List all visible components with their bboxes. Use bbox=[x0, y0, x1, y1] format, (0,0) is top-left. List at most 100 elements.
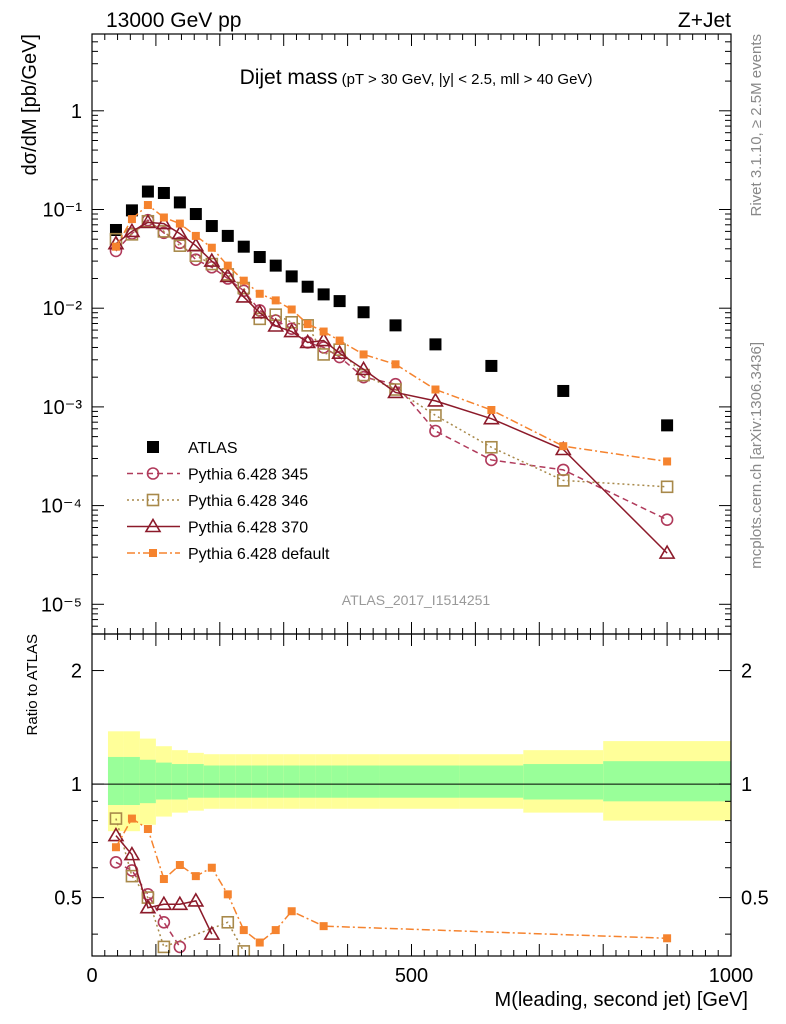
ratio-point-pythia-6-428-default-11 bbox=[287, 907, 296, 916]
ratio-point-pythia-6-428-370-4 bbox=[171, 895, 189, 911]
band-inner-7 bbox=[219, 765, 236, 798]
main-point-pythia-6-428-default-13 bbox=[319, 327, 328, 336]
main-point-atlas-1 bbox=[125, 204, 138, 217]
main-point-pythia-6-428-default-9 bbox=[255, 289, 264, 298]
main-series-pythia-6-428-default bbox=[111, 201, 672, 466]
legend-entry-pythia-6-428-default: Pythia 6.428 default bbox=[127, 546, 330, 563]
ratio-line-pythia-6-428-370 bbox=[115, 835, 213, 935]
main-point-pythia-6-428-345-18 bbox=[485, 453, 498, 467]
ratio-y-tick-label-right-1: 1 bbox=[741, 774, 752, 796]
ratio-y-tick-label-right-2: 2 bbox=[741, 661, 752, 683]
ratio-point-pythia-6-428-default-13 bbox=[663, 934, 672, 943]
side-label-bottom: mcplots.cern.ch [arXiv:1306.3436] bbox=[748, 342, 765, 569]
main-point-atlas-17 bbox=[429, 338, 442, 351]
main-point-pythia-6-428-default-1 bbox=[127, 215, 136, 224]
main-point-pythia-6-428-346-17 bbox=[429, 409, 442, 422]
ratio-y-tick-label-right-0: 0.5 bbox=[741, 888, 769, 910]
band-inner-20 bbox=[603, 761, 731, 802]
main-point-pythia-6-428-370-1 bbox=[123, 222, 141, 238]
main-point-pythia-6-428-346-13 bbox=[317, 348, 330, 361]
ratio-point-pythia-6-428-default-7 bbox=[223, 890, 232, 899]
main-y-tick-label-5: 10⁻⁵ bbox=[41, 594, 82, 616]
ratio-point-pythia-6-428-default-0 bbox=[111, 843, 120, 852]
main-point-atlas-11 bbox=[285, 270, 298, 283]
main-y-tick-label-1: 10⁻¹ bbox=[43, 199, 83, 221]
main-point-pythia-6-428-370-7 bbox=[219, 267, 237, 283]
legend-label: ATLAS bbox=[188, 440, 238, 457]
ratio-point-pythia-6-428-346-4 bbox=[221, 915, 235, 929]
legend-entry-pythia-6-428-370: Pythia 6.428 370 bbox=[127, 517, 308, 537]
main-point-pythia-6-428-370-17 bbox=[427, 392, 444, 407]
main-point-pythia-6-428-346-18 bbox=[485, 440, 498, 454]
ratio-point-pythia-6-428-default-10 bbox=[271, 926, 280, 935]
main-point-atlas-2 bbox=[141, 185, 154, 198]
band-inner-16 bbox=[379, 765, 412, 798]
band-inner-2 bbox=[139, 759, 156, 804]
main-point-atlas-18 bbox=[485, 359, 498, 372]
axis-ticks: 0 500 1000 1 10⁻¹ 10⁻² 10⁻³ 10⁻⁴ 10⁻⁵ 0.5 0.5 1 1 2 2 bbox=[41, 33, 769, 987]
main-point-pythia-6-428-370-9 bbox=[251, 304, 269, 319]
main-point-pythia-6-428-default-8 bbox=[239, 276, 248, 285]
main-point-pythia-6-428-370-12 bbox=[299, 333, 317, 349]
main-point-pythia-6-428-345-17 bbox=[429, 424, 442, 438]
ratio-point-pythia-6-428-default-1 bbox=[127, 814, 136, 823]
band-inner-18 bbox=[459, 765, 524, 798]
main-point-pythia-6-428-default-3 bbox=[159, 213, 168, 222]
ratio-point-pythia-6-428-default-3 bbox=[159, 875, 168, 884]
ratio-point-pythia-6-428-346-0 bbox=[109, 812, 123, 825]
main-point-pythia-6-428-default-16 bbox=[391, 360, 400, 369]
ratio-series-pythia-6-428-370 bbox=[107, 827, 221, 940]
ratio-point-pythia-6-428-345-0 bbox=[109, 856, 123, 869]
ratio-point-pythia-6-428-346-3 bbox=[157, 940, 171, 954]
header-left: 13000 GeV pp bbox=[106, 9, 241, 32]
main-series-pythia-6-428-370 bbox=[107, 213, 676, 559]
chart-title: Dijet mass (pT > 30 GeV, |y| < 2.5, mll >… bbox=[240, 66, 593, 89]
ratio-line-pythia-6-428-default bbox=[115, 817, 668, 944]
main-point-atlas-6 bbox=[205, 220, 218, 233]
main-point-pythia-6-428-346-19 bbox=[556, 474, 570, 487]
main-point-pythia-6-428-370-18 bbox=[482, 410, 500, 425]
main-ylabel: dσ/dM [pb/GeV] bbox=[19, 34, 41, 175]
main-point-atlas-13 bbox=[317, 288, 330, 301]
main-point-pythia-6-428-default-12 bbox=[303, 320, 312, 329]
main-point-atlas-20 bbox=[661, 419, 674, 432]
main-point-pythia-6-428-346-4 bbox=[173, 239, 187, 252]
main-point-pythia-6-428-346-11 bbox=[285, 315, 298, 329]
ratio-point-pythia-6-428-370-3 bbox=[155, 895, 173, 911]
main-point-pythia-6-428-346-3 bbox=[157, 225, 171, 238]
ratio-point-pythia-6-428-370-6 bbox=[203, 925, 221, 940]
main-point-pythia-6-428-default-10 bbox=[271, 296, 280, 305]
main-point-pythia-6-428-default-4 bbox=[175, 219, 184, 228]
main-point-pythia-6-428-370-5 bbox=[187, 237, 205, 252]
band-inner-4 bbox=[171, 764, 188, 800]
band-inner-10 bbox=[267, 765, 284, 798]
legend-marker bbox=[146, 493, 160, 507]
ratio-point-pythia-6-428-default-6 bbox=[207, 863, 216, 872]
band-inner-6 bbox=[203, 765, 220, 798]
main-point-pythia-6-428-370-8 bbox=[235, 288, 253, 303]
band-inner-12 bbox=[299, 765, 316, 798]
ratio-point-pythia-6-428-default-4 bbox=[175, 861, 184, 870]
main-series-atlas bbox=[109, 185, 674, 432]
ratio-point-pythia-6-428-default-2 bbox=[143, 825, 152, 834]
band-inner-14 bbox=[331, 765, 348, 798]
main-point-atlas-15 bbox=[357, 306, 370, 319]
main-point-pythia-6-428-346-12 bbox=[301, 319, 314, 332]
main-y-tick-label-3: 10⁻³ bbox=[43, 397, 83, 419]
ratio-y-tick-label-left-0: 0.5 bbox=[54, 888, 82, 910]
main-point-pythia-6-428-370-14 bbox=[331, 344, 349, 359]
legend-marker bbox=[149, 549, 157, 557]
main-point-pythia-6-428-345-20 bbox=[660, 513, 674, 526]
legend-marker bbox=[144, 517, 162, 533]
main-point-pythia-6-428-default-6 bbox=[207, 243, 216, 252]
main-point-atlas-3 bbox=[157, 186, 170, 199]
ratio-point-pythia-6-428-default-9 bbox=[255, 938, 264, 947]
main-point-atlas-4 bbox=[173, 196, 186, 209]
main-point-pythia-6-428-default-17 bbox=[431, 385, 440, 394]
band-inner-5 bbox=[187, 764, 204, 798]
main-y-tick-label-4: 10⁻⁴ bbox=[41, 496, 82, 518]
main-y-tick-label-0: 1 bbox=[71, 101, 82, 123]
legend-label: Pythia 6.428 370 bbox=[188, 520, 308, 537]
